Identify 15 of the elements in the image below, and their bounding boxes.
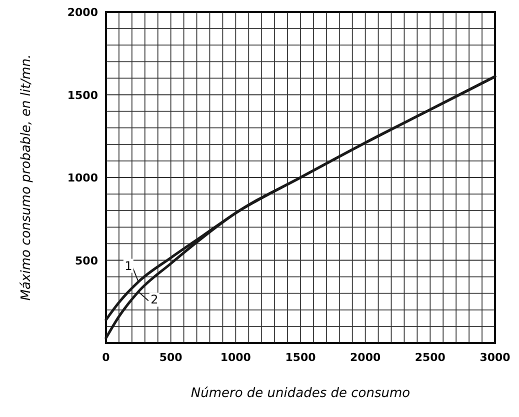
y-tick-label: 1000: [67, 172, 98, 184]
y-tick-label: 1500: [67, 88, 98, 102]
x-tick-label: 2000: [350, 351, 381, 364]
y-tick-label: 500: [75, 254, 98, 268]
y-tick-label: 2000: [67, 6, 98, 19]
x-tick-label: 500: [159, 351, 183, 364]
series-label: 1: [124, 258, 132, 273]
x-tick-label: 1500: [285, 351, 316, 364]
legend-label: 2: [150, 292, 158, 307]
y-axis-title: Máximo consumo probable, en lit/mn.: [19, 54, 34, 301]
x-tick-label: 1000: [220, 351, 252, 364]
x-tick-label: 3000: [480, 351, 511, 364]
x-tick-label: 0: [102, 351, 110, 364]
x-axis-title: Número de unidades de consumo: [190, 386, 410, 401]
x-tick-label: 2500: [414, 351, 446, 364]
